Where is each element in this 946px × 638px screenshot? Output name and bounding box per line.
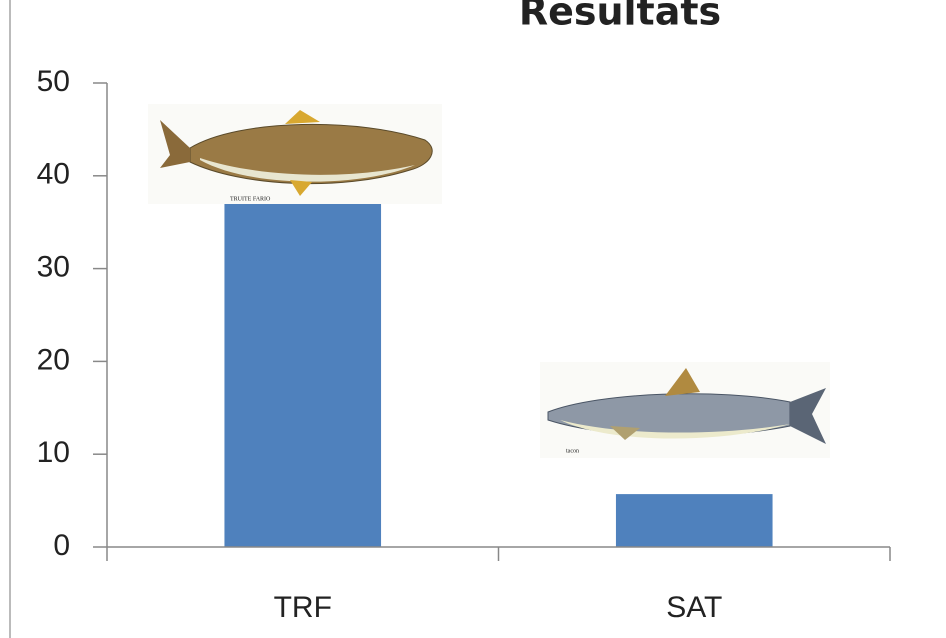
x-tick-label: TRF (274, 591, 332, 624)
chart-title: Resultats (519, 0, 721, 34)
x-tick-label: SAT (666, 591, 722, 624)
y-tick-label: 20 (37, 343, 70, 376)
salmon-parr-illustration (540, 362, 830, 458)
chart: Resultats TRUITE FARIO tacon 0 10 20 30 40 50… (0, 0, 946, 638)
y-tick-label: 50 (37, 65, 70, 98)
image-caption: TRUITE FARIO (230, 196, 271, 202)
trout-illustration (148, 104, 442, 204)
y-tick-label: 30 (37, 251, 70, 284)
y-tick-label: 0 (53, 529, 70, 562)
y-tick-label: 10 (37, 436, 70, 469)
y-tick-label: 40 (37, 158, 70, 191)
image-caption: tacon (566, 448, 579, 454)
bar (616, 494, 773, 547)
bar (224, 204, 381, 547)
